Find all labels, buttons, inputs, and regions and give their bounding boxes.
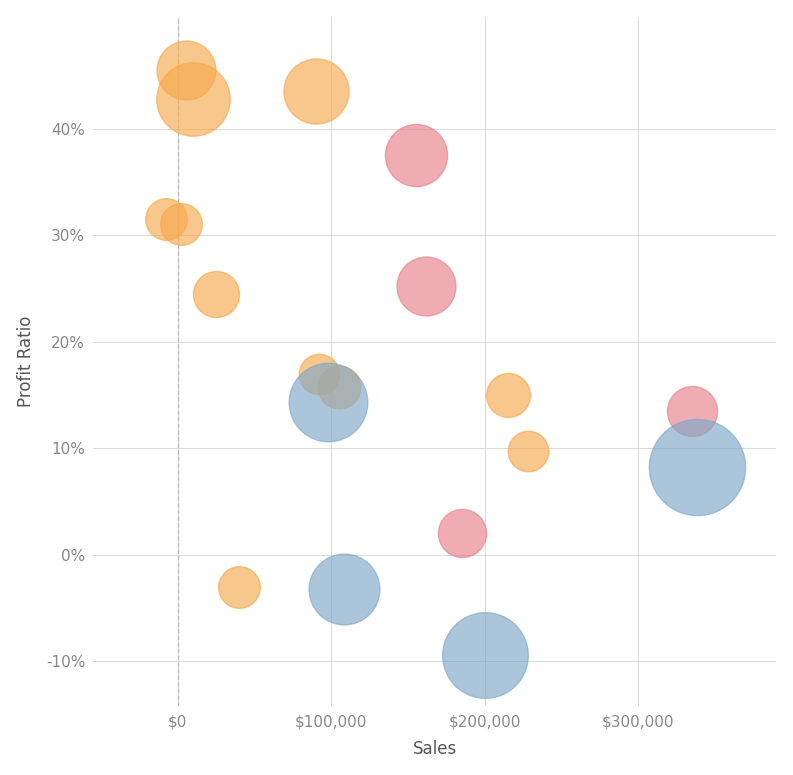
Point [686, 405, 699, 417]
Point [233, 580, 246, 593]
Point [174, 219, 187, 231]
Point [159, 213, 172, 226]
Point [690, 461, 703, 474]
Point [478, 649, 491, 661]
Point [322, 396, 335, 408]
Point [309, 85, 322, 98]
Point [522, 445, 534, 457]
Point [210, 288, 223, 300]
X-axis label: Sales: Sales [413, 740, 457, 758]
Point [337, 583, 350, 595]
Y-axis label: Profit Ratio: Profit Ratio [17, 315, 35, 407]
Point [187, 92, 200, 105]
Point [179, 64, 192, 76]
Point [409, 149, 422, 161]
Point [332, 381, 345, 394]
Point [501, 388, 514, 401]
Point [420, 280, 433, 292]
Point [455, 527, 468, 539]
Point [312, 367, 325, 380]
